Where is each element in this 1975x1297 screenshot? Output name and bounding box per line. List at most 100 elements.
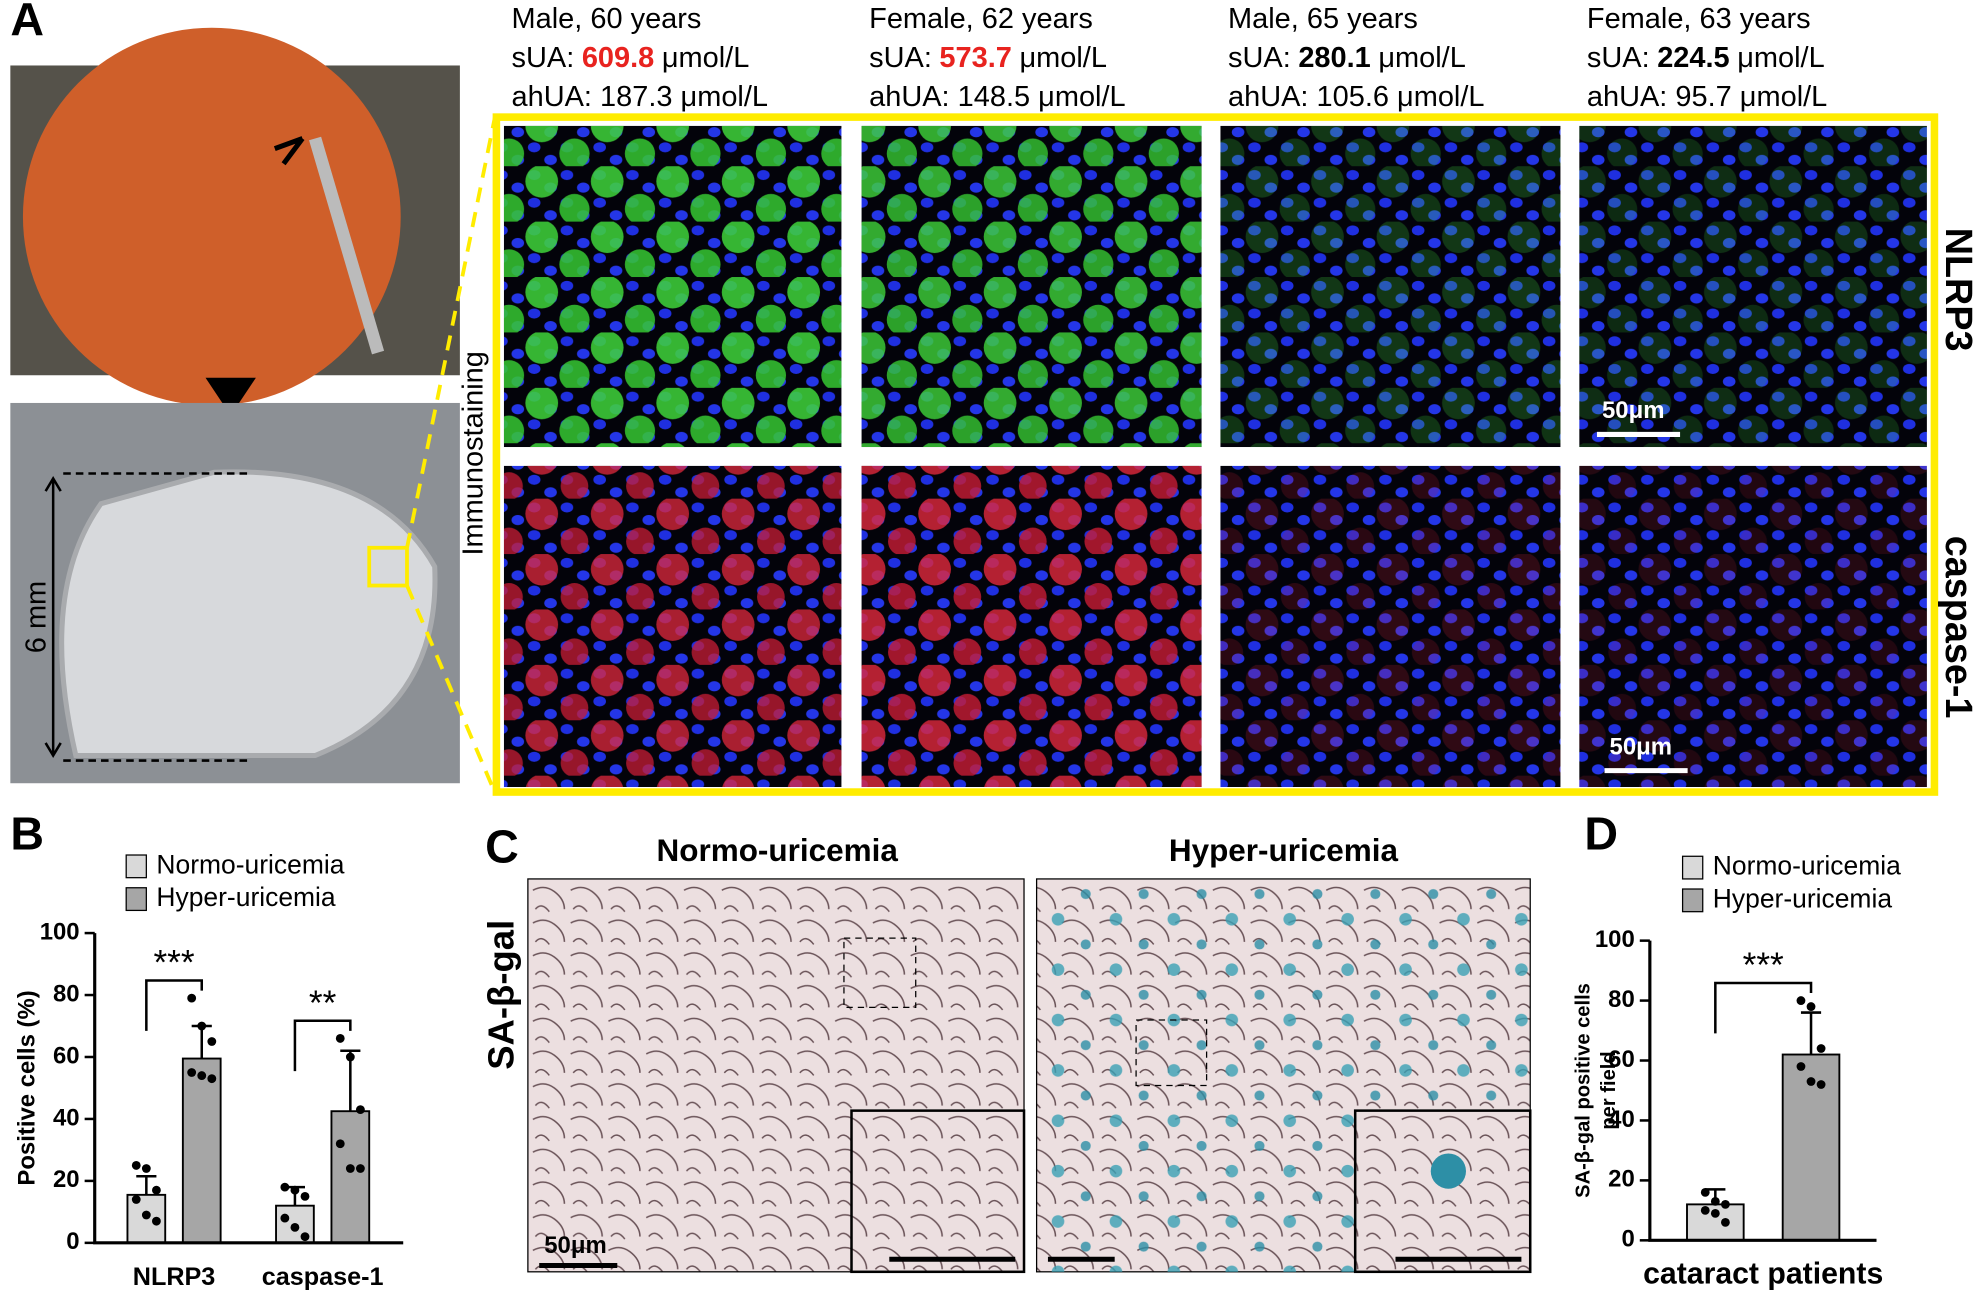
sua-line: sUA: 573.7 μmol/L	[869, 42, 1107, 74]
axes	[1648, 940, 1877, 1242]
significance: ***	[153, 944, 194, 983]
y-tick-label: 60	[1608, 1046, 1635, 1073]
sua-value: 224.5	[1657, 42, 1729, 74]
inset	[850, 1109, 1026, 1274]
y-tick-label: 100	[40, 918, 80, 945]
data-point	[207, 1074, 217, 1084]
data-point	[1816, 1080, 1826, 1089]
significance: **	[309, 984, 337, 1023]
data-point	[355, 1105, 365, 1115]
arrowhead	[205, 377, 256, 416]
x-tick-label: caspase-1	[262, 1263, 384, 1291]
y-tick-label: 60	[53, 1042, 80, 1069]
data-point	[141, 1164, 151, 1173]
ahua-line: ahUA: 187.3 μmol/L	[512, 81, 768, 113]
zoom-box	[1135, 1019, 1208, 1087]
panel-label: C	[485, 820, 519, 872]
red-stain	[1579, 465, 1927, 788]
inset	[1353, 1109, 1532, 1274]
sua-line: sUA: 280.1 μmol/L	[1228, 42, 1466, 74]
data-point	[141, 1210, 151, 1220]
legend-label: Hyper-uricemia	[156, 882, 336, 912]
y-axis-label: Positive cells (%)	[13, 990, 40, 1185]
sua-line: sUA: 609.8 μmol/L	[512, 42, 750, 74]
data-point	[131, 1195, 141, 1204]
subject: Male, 60 years	[512, 3, 702, 35]
data-point	[290, 1185, 300, 1195]
stain	[1430, 1153, 1467, 1189]
legend-swatch	[125, 854, 147, 879]
zoom-line	[405, 115, 497, 795]
data-point	[335, 1139, 345, 1149]
x-tick-label: NLRP3	[133, 1263, 216, 1291]
data-point	[1806, 1002, 1816, 1011]
sua-value: 280.1	[1298, 42, 1370, 74]
image-title: Normo-uricemia	[657, 833, 899, 868]
data-point	[280, 1213, 290, 1223]
y-tick-label: 0	[66, 1228, 79, 1255]
subject: Male, 65 years	[1228, 3, 1418, 35]
y-tick-label: 40	[53, 1104, 80, 1131]
row-label: caspase-1	[1937, 536, 1975, 719]
y-tick-label: 100	[1595, 926, 1635, 953]
dimension-line	[63, 472, 253, 762]
red-stain	[861, 465, 1202, 788]
data-point	[1816, 1044, 1826, 1053]
sua-line: sUA: 224.5 μmol/L	[1587, 42, 1825, 74]
data-point	[207, 1037, 217, 1046]
error-bar	[136, 1174, 157, 1195]
y-tick-label: 0	[1621, 1226, 1634, 1253]
significance-bracket	[293, 1019, 352, 1072]
capsule	[59, 469, 438, 759]
bar	[181, 1057, 222, 1244]
dimension-arrow	[44, 476, 62, 758]
instrument	[309, 136, 385, 355]
sua-unit: μmol/L	[1378, 42, 1465, 74]
scale-label: 50μm	[1610, 733, 1672, 760]
green-stain	[503, 125, 842, 448]
data-point	[131, 1161, 141, 1170]
data-point	[1710, 1196, 1720, 1206]
side-label: SA-β-gal	[481, 920, 522, 1070]
y-tick-label: 80	[53, 980, 80, 1007]
data-point	[197, 1071, 207, 1080]
red-stain	[503, 465, 842, 788]
image-title: Hyper-uricemia	[1169, 833, 1399, 868]
subject: Female, 62 years	[869, 3, 1093, 35]
y-axis-label: SA-β-gal positive cells	[1573, 983, 1595, 1198]
green-stain	[861, 125, 1202, 448]
data-point	[1720, 1217, 1730, 1227]
scale-label: 50μm	[1602, 397, 1664, 424]
x-tick-label: cataract patients	[1643, 1258, 1883, 1291]
y-axis-label: per field	[1598, 1051, 1620, 1129]
sua-unit: μmol/L	[662, 42, 749, 74]
ahua-line: ahUA: 95.7 μmol/L	[1587, 81, 1827, 113]
data-point	[335, 1033, 345, 1043]
data-point	[345, 1052, 355, 1062]
data-point	[1710, 1208, 1720, 1218]
ahua-line: ahUA: 148.5 μmol/L	[869, 81, 1125, 113]
sua-label: sUA:	[512, 42, 575, 74]
data-point	[1700, 1187, 1710, 1197]
scale-label: 50μm	[544, 1232, 606, 1259]
sua-unit: μmol/L	[1019, 42, 1106, 74]
sua-value: 609.8	[582, 42, 654, 74]
zoom-box	[367, 545, 409, 588]
legend-swatch	[1681, 855, 1704, 880]
data-point	[1700, 1205, 1710, 1215]
data-point	[187, 1068, 197, 1077]
data-point	[345, 1164, 355, 1173]
green-stain	[1220, 125, 1561, 448]
sua-value: 573.7	[939, 42, 1011, 74]
ahua-line: ahUA: 105.6 μmol/L	[1228, 81, 1485, 113]
red-stain	[1220, 465, 1561, 788]
data-point	[1806, 1077, 1816, 1086]
y-tick-label: 80	[1608, 986, 1635, 1013]
data-point	[290, 1222, 300, 1232]
panel-label: B	[10, 808, 44, 860]
data-point	[280, 1182, 290, 1192]
micrographs	[503, 125, 1927, 788]
data-point	[1720, 1199, 1730, 1209]
